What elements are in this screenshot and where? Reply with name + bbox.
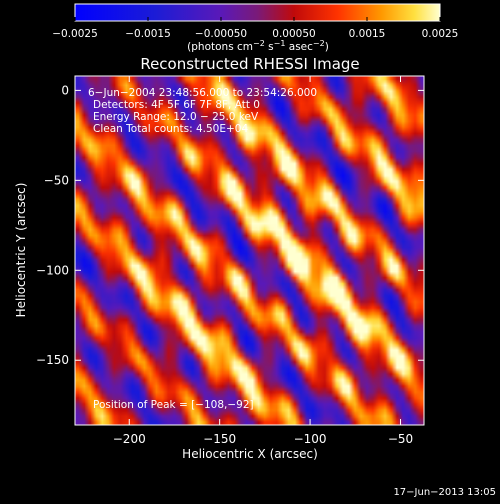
- colorbar-units-label: (photons cm−2 s−1 asec−2): [187, 39, 329, 53]
- annotation-detectors: Detectors: 4F 5F 6F 7F 8F, Att 0: [93, 99, 260, 111]
- y-tick-label: −50: [44, 173, 69, 187]
- colorbar-tick-label: −0.0015: [125, 28, 171, 40]
- colorbar-tick-label: −0.0025: [52, 28, 98, 40]
- annotation-clean: Clean Total counts: 4.50E+04: [93, 123, 248, 135]
- heatmap-image: [75, 76, 424, 425]
- colorbar: [74, 3, 441, 22]
- annotation-energy: Energy Range: 12.0 − 25.0 keV: [93, 111, 259, 123]
- y-tick-label: −100: [36, 263, 69, 277]
- colorbar-tick-label: 0.0015: [349, 28, 386, 40]
- x-tick-label: −150: [203, 432, 236, 446]
- footer-date: 17−Jun−2013 13:05: [393, 487, 496, 498]
- x-axis-ticks: −200 −150 −100 −50: [113, 76, 413, 446]
- y-axis-label: Heliocentric Y (arcsec): [14, 183, 28, 318]
- y-axis-ticks: 0 −50 −100 −150: [36, 83, 424, 367]
- x-axis-label: Heliocentric X (arcsec): [182, 447, 318, 461]
- annotation-time-range: 6−Jun−2004 23:48:56.000 to 23:54:26.000: [88, 87, 317, 99]
- chart-title: Reconstructed RHESSI Image: [140, 55, 359, 73]
- annotation-block: 6−Jun−2004 23:48:56.000 to 23:54:26.000 …: [88, 87, 317, 411]
- x-tick-label: −100: [294, 432, 327, 446]
- y-tick-label: 0: [61, 83, 69, 97]
- colorbar-tick-label: −0.00050: [195, 28, 247, 40]
- y-tick-label: −150: [36, 353, 69, 367]
- plot-frame: [74, 75, 425, 426]
- colorbar-tick-label: 0.0025: [422, 28, 459, 40]
- x-tick-label: −50: [388, 432, 413, 446]
- colorbar-ticks: −0.0025 −0.0015 −0.00050 0.00050 0.0015 0.002…: [52, 17, 458, 40]
- colorbar-tick-label: 0.00050: [272, 28, 315, 40]
- x-tick-label: −200: [113, 432, 146, 446]
- annotation-peak-position: Position of Peak = [−108,−92]: [93, 399, 254, 411]
